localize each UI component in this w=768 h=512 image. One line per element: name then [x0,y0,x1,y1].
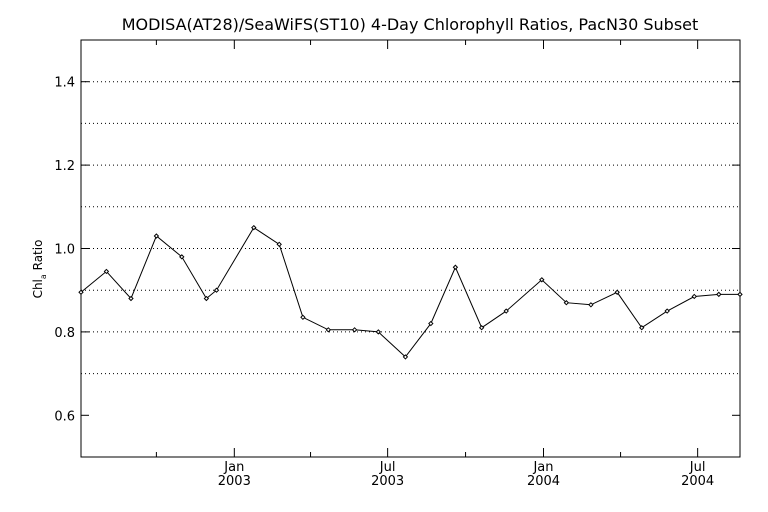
x-tick-label-month: Jan [223,460,244,475]
data-point [78,289,84,295]
data-point [325,327,332,333]
data-point [539,277,545,283]
data-point [203,295,210,302]
y-tick-label: 1.4 [54,76,75,91]
data-point [375,329,382,335]
data-point [251,224,257,231]
series-layer [78,224,743,360]
y-axis-label: Chla Ratio [31,240,48,299]
x-tick-label-month: Jul [689,460,706,475]
data-point [563,300,570,306]
data-point [276,241,282,248]
data-point [213,287,220,293]
data-point [588,302,594,308]
data-point [614,289,620,295]
y-tick-label: 1.0 [54,243,75,258]
data-point [737,291,743,298]
data-point [179,254,185,260]
data-point [691,293,697,300]
data-point [103,268,110,275]
data-point [428,320,434,327]
data-point [664,308,670,314]
data-point [128,295,134,302]
data-point [300,314,306,321]
tick-layer: 0.60.81.01.21.4Jan2003Jul2003Jan2004Jul2… [54,40,740,489]
y-tick-label: 0.6 [54,409,75,424]
data-point [478,325,485,331]
data-point [716,291,722,298]
data-point [153,233,160,239]
data-point [452,264,459,270]
x-tick-label-year: 2003 [371,474,404,489]
x-tick-label-year: 2004 [527,474,560,489]
x-tick-label-month: Jan [532,460,553,475]
x-tick-label-year: 2003 [218,474,251,489]
y-tick-label: 0.8 [54,326,75,341]
data-point [639,325,645,331]
x-tick-label-month: Jul [379,460,396,475]
x-tick-label-year: 2004 [681,474,714,489]
chart-title: MODISA(AT28)/SeaWiFS(ST10) 4-Day Chlorop… [122,15,699,34]
data-point [503,308,509,314]
series-line [80,226,740,358]
y-tick-label: 1.2 [54,159,75,174]
data-point [402,354,409,360]
data-point [351,327,358,333]
